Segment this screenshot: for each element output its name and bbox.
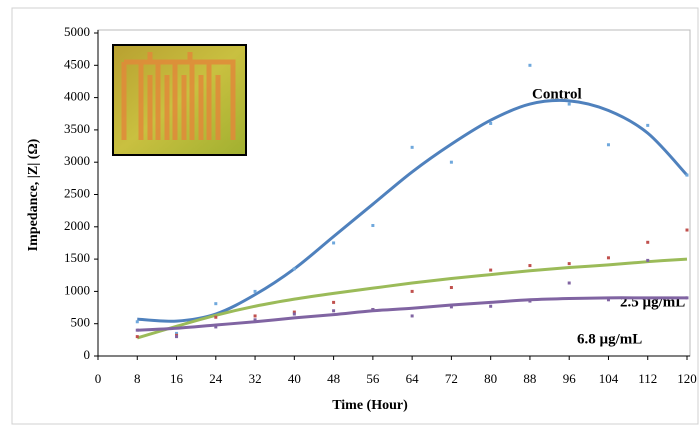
data-point — [685, 228, 689, 232]
data-point — [528, 63, 532, 67]
x-tick-label: 64 — [406, 371, 420, 386]
data-point — [371, 307, 375, 311]
x-tick-label: 80 — [484, 371, 497, 386]
data-point — [292, 312, 296, 316]
data-point — [489, 304, 493, 308]
data-point — [489, 268, 493, 272]
data-point — [567, 281, 571, 285]
data-point — [214, 302, 218, 306]
y-tick-label: 3000 — [64, 153, 90, 168]
data-point — [606, 256, 610, 260]
x-tick-label: 88 — [523, 371, 536, 386]
data-point — [685, 296, 689, 300]
data-point — [371, 224, 375, 228]
x-tick-label: 72 — [445, 371, 458, 386]
data-point — [528, 264, 532, 268]
y-axis-label: Impedance, |Z| (Ω) — [26, 138, 41, 251]
data-point — [292, 267, 296, 271]
data-point — [292, 310, 296, 314]
data-point — [410, 289, 414, 293]
data-point — [606, 143, 610, 147]
data-point — [646, 123, 650, 127]
data-point — [567, 262, 571, 266]
y-tick-label: 500 — [71, 315, 91, 330]
x-tick-label: 48 — [327, 371, 340, 386]
y-tick-label: 0 — [84, 347, 91, 362]
data-point — [449, 286, 453, 290]
data-point — [528, 299, 532, 303]
data-point — [410, 145, 414, 149]
data-point — [214, 315, 218, 319]
x-tick-label: 120 — [677, 371, 697, 386]
inset-photo — [112, 44, 247, 156]
data-point — [332, 309, 336, 313]
y-tick-label: 2000 — [64, 218, 90, 233]
x-tick-label: 104 — [599, 371, 619, 386]
x-tick-label: 96 — [563, 371, 577, 386]
data-point — [135, 328, 139, 332]
data-point — [646, 258, 650, 262]
data-point — [175, 331, 179, 335]
trend-line — [137, 98, 689, 323]
trend-line — [136, 257, 688, 340]
data-point — [449, 305, 453, 309]
data-point — [567, 102, 571, 106]
data-point — [135, 320, 139, 324]
y-tick-label: 2500 — [64, 185, 90, 200]
x-axis-label: Time (Hour) — [332, 398, 408, 413]
y-tick-label: 1500 — [64, 250, 90, 265]
y-tick-label: 4000 — [64, 89, 90, 104]
x-tick-label: 112 — [638, 371, 657, 386]
data-point — [606, 298, 610, 302]
y-tick-label: 4500 — [64, 56, 90, 71]
data-point — [175, 335, 179, 339]
trend-line — [137, 296, 687, 332]
series-label: 6.8 µg/mL — [577, 331, 642, 347]
x-tick-label: 40 — [288, 371, 301, 386]
x-tick-label: 8 — [134, 371, 141, 386]
data-point — [332, 300, 336, 304]
data-point — [253, 314, 257, 318]
y-tick-label: 1000 — [64, 282, 90, 297]
data-point — [332, 241, 336, 245]
data-point — [685, 173, 689, 177]
data-point — [253, 318, 257, 322]
x-tick-label: 16 — [170, 371, 184, 386]
x-tick-label: 56 — [366, 371, 380, 386]
x-tick-label: 0 — [95, 371, 102, 386]
data-point — [489, 121, 493, 125]
x-tick-label: 24 — [209, 371, 223, 386]
data-point — [135, 335, 139, 339]
x-tick-label: 32 — [249, 371, 262, 386]
series-label: Control — [532, 86, 582, 102]
y-tick-label: 5000 — [64, 24, 90, 39]
data-point — [646, 240, 650, 244]
y-tick-label: 3500 — [64, 121, 90, 136]
data-point — [449, 160, 453, 164]
data-point — [410, 314, 414, 318]
data-point — [214, 325, 218, 329]
data-point — [253, 289, 257, 293]
